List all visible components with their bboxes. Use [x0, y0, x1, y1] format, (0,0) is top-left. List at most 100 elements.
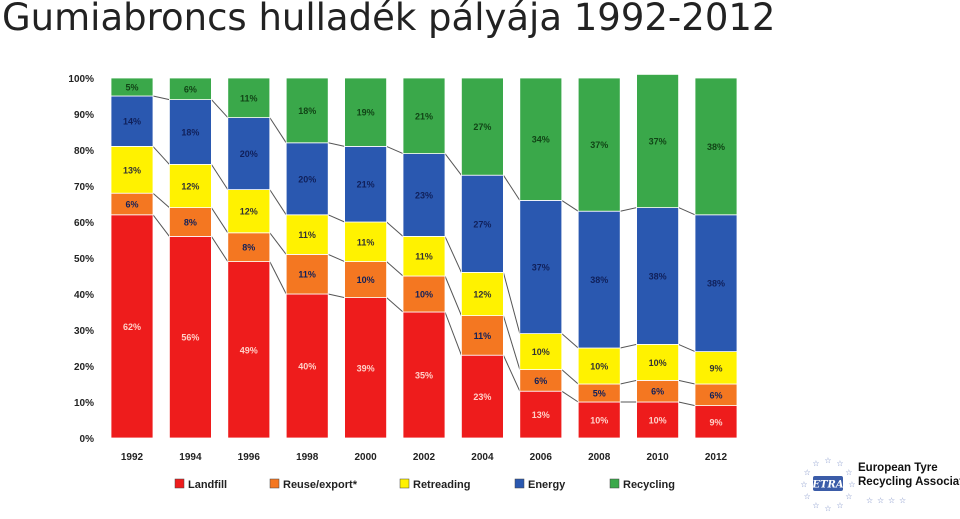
connector-line [386, 221, 404, 237]
x-tick-label: 2012 [705, 452, 728, 463]
bar-segment-landfill [577, 401, 621, 439]
bar-segment-retreading [169, 164, 212, 209]
segment-value-label: 11% [357, 237, 375, 247]
y-tick-label: 70% [74, 182, 94, 193]
connector-lines [152, 95, 696, 407]
legend-swatch [514, 478, 525, 489]
x-tick-label: 2004 [471, 452, 494, 463]
legend-label: Recycling [623, 479, 675, 491]
logo-box [813, 476, 843, 491]
bar-segment-landfill [636, 401, 679, 439]
bar-segment-energy [110, 95, 154, 147]
star-icon: ☆ [800, 480, 807, 489]
connector-line [444, 236, 462, 273]
segment-value-label: 11% [240, 93, 258, 103]
legend-swatch [399, 478, 410, 489]
bar-segment-recycling [227, 77, 271, 118]
x-tick-label: 2002 [413, 452, 436, 463]
bar-stack-2002 [402, 77, 446, 439]
bar-stack-2004 [460, 77, 504, 439]
bar-segment-recycling [577, 77, 621, 212]
segment-value-label: 38% [649, 272, 667, 282]
segment-value-label: 23% [473, 392, 491, 402]
segment-value-label: 10% [590, 362, 608, 372]
segment-value-label: 40% [298, 362, 316, 372]
segment-value-label: 18% [181, 128, 199, 138]
segment-value-label: 38% [707, 279, 725, 289]
segment-value-label: 6% [709, 390, 722, 400]
segment-value-label: 6% [184, 84, 197, 94]
connector-line [678, 343, 696, 353]
x-tick-label: 1992 [121, 452, 144, 463]
segment-value-label: 8% [184, 218, 197, 228]
segment-value-label: 10% [415, 290, 433, 300]
bar-segment-energy [636, 207, 679, 345]
segment-value-label: 20% [240, 149, 258, 159]
connector-line [502, 174, 521, 201]
bar-stack-1998 [285, 77, 329, 439]
segment-value-label: 10% [649, 416, 667, 426]
segment-value-label: 5% [125, 83, 138, 93]
y-tick-label: 0% [80, 434, 95, 445]
connector-line [386, 297, 404, 313]
bar-segment-energy [460, 174, 504, 273]
bar-segment-recycling [169, 77, 212, 101]
bar-segment-recycling [402, 77, 446, 154]
segment-value-label: 10% [590, 416, 608, 426]
bar-stack-2000 [344, 77, 388, 439]
segment-value-label: 12% [181, 182, 199, 192]
star-icon: ☆ [899, 496, 906, 505]
connector-line [620, 379, 637, 385]
connector-line [444, 311, 462, 356]
legend-label: Reuse/export* [283, 479, 358, 491]
segment-value-label: 62% [123, 322, 141, 332]
segment-value-label: 27% [473, 122, 491, 132]
bar-segment-energy [694, 214, 738, 353]
star-icon: ☆ [877, 496, 884, 505]
bar-segment-recycling [110, 77, 154, 97]
segment-value-label: 10% [649, 358, 667, 368]
x-tick-label: 2000 [354, 452, 377, 463]
bar-segment-energy [577, 210, 621, 349]
connector-line [561, 390, 579, 403]
segment-value-label: 13% [123, 165, 141, 175]
segment-value-label: 8% [242, 243, 255, 253]
segment-value-label: 37% [649, 137, 667, 147]
segment-value-label: 38% [707, 142, 725, 152]
star-ring-icon: ☆ ☆☆☆☆☆☆☆☆☆☆☆☆ ☆ ☆ ☆ [800, 456, 906, 513]
y-axis: 0% 10% 20% 30% 40% 50% 60% 70% 80% 90% 100% [68, 74, 94, 445]
star-icon: ☆ [824, 456, 831, 465]
star-icon: ☆ [812, 459, 819, 468]
connector-line [502, 272, 521, 334]
segment-value-label: 56% [181, 333, 199, 343]
bar-segment-reuse-export [169, 207, 212, 237]
legend-item: Energy [514, 478, 566, 491]
y-tick-label: 100% [68, 74, 94, 85]
connector-line [386, 261, 404, 277]
segment-value-label: 23% [415, 191, 433, 201]
legend-item: Reuse/export* [269, 478, 358, 491]
legend-swatch [269, 478, 280, 489]
segment-value-label: 6% [125, 200, 138, 210]
bar-segment-energy [344, 146, 388, 223]
y-tick-label: 40% [74, 290, 94, 301]
y-tick-label: 30% [74, 326, 94, 337]
legend-label: Energy [528, 479, 566, 491]
bar-segment-energy [285, 142, 329, 216]
segment-value-label: 11% [474, 331, 492, 341]
legend-swatch [609, 478, 620, 489]
bar-segment-energy [402, 153, 446, 237]
legend-swatch [174, 478, 185, 489]
bar-segment-recycling [344, 77, 388, 147]
connector-line [210, 164, 229, 190]
connector-line [678, 401, 696, 407]
segment-value-label: 37% [532, 263, 550, 273]
segment-value-label: 38% [590, 275, 608, 285]
x-tick-label: 1994 [179, 452, 202, 463]
star-icon: ☆ [812, 501, 819, 510]
star-icon: ☆ [824, 504, 831, 513]
segment-value-label: 34% [532, 135, 550, 145]
connector-line [152, 214, 170, 237]
connector-line [328, 293, 345, 299]
y-tick-label: 10% [74, 398, 94, 409]
